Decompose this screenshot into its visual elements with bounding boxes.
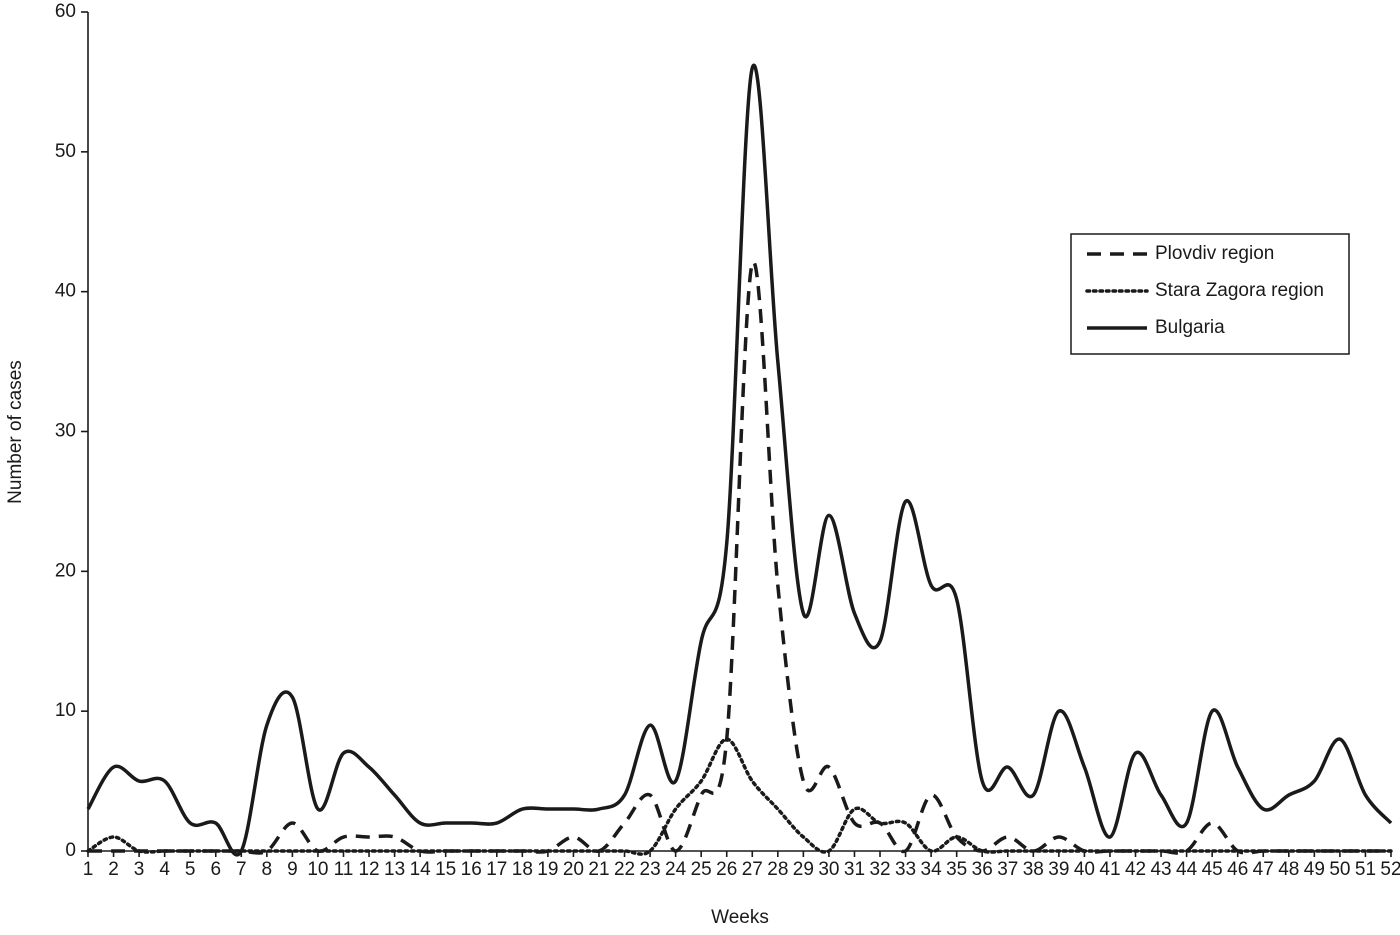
x-tick-label: 31: [844, 859, 865, 880]
x-tick-label: 5: [185, 859, 196, 880]
x-tick-label: 52: [1380, 859, 1400, 880]
x-tick-label: 1: [83, 859, 94, 880]
x-tick-label: 26: [716, 859, 737, 880]
y-tick-label: 60: [55, 1, 76, 22]
x-tick-label: 29: [793, 859, 814, 880]
y-tick-label: 0: [65, 840, 76, 861]
x-tick-label: 36: [972, 859, 993, 880]
x-tick-label: 17: [486, 859, 507, 880]
x-tick-label: 32: [869, 859, 890, 880]
x-tick-label: 13: [384, 859, 405, 880]
x-tick-label: 6: [210, 859, 221, 880]
x-tick-label: 22: [614, 859, 635, 880]
x-tick-label: 46: [1227, 859, 1248, 880]
x-tick-label: 16: [461, 859, 482, 880]
x-tick-label: 11: [334, 859, 354, 880]
x-tick-label: 39: [1048, 859, 1069, 880]
x-tick-label: 27: [742, 859, 763, 880]
x-axis-title: Weeks: [711, 907, 769, 928]
x-tick-label: 25: [691, 859, 712, 880]
x-tick-label: 8: [262, 859, 273, 880]
x-tick-label: 21: [588, 859, 609, 880]
x-tick-label: 28: [767, 859, 788, 880]
x-tick-label: 7: [236, 859, 247, 880]
x-tick-label: 48: [1278, 859, 1299, 880]
x-tick-label: 20: [563, 859, 584, 880]
x-tick-label: 38: [1023, 859, 1044, 880]
x-tick-label: 45: [1202, 859, 1223, 880]
series-line: [86, 737, 1393, 856]
x-tick-label: 33: [895, 859, 916, 880]
x-tick-label: 44: [1176, 859, 1198, 880]
x-tick-label: 30: [818, 859, 839, 880]
x-tick-label: 18: [512, 859, 533, 880]
y-tick-label: 50: [55, 141, 76, 162]
x-tick-label: 41: [1099, 859, 1120, 880]
x-tick-label: 2: [108, 859, 119, 880]
y-axis-title: Number of cases: [5, 360, 26, 504]
x-tick-label: 37: [997, 859, 1018, 880]
x-tick-label: 50: [1329, 859, 1350, 880]
x-tick-label: 15: [435, 859, 456, 880]
x-tick-label: 34: [921, 859, 943, 880]
x-tick-label: 19: [537, 859, 558, 880]
x-tick-label: 12: [358, 859, 379, 880]
legend-label: Bulgaria: [1155, 317, 1225, 338]
y-tick-label: 20: [55, 560, 76, 581]
x-tick-label: 23: [640, 859, 661, 880]
legend-label: Plovdiv region: [1155, 243, 1274, 264]
legend-label: Stara Zagora region: [1155, 280, 1324, 301]
x-tick-label: 47: [1253, 859, 1274, 880]
x-tick-label: 42: [1125, 859, 1146, 880]
x-tick-label: 49: [1304, 859, 1325, 880]
y-tick-label: 10: [55, 700, 76, 721]
x-tick-label: 3: [134, 859, 145, 880]
y-tick-label: 40: [55, 281, 76, 302]
x-tick-label: 51: [1355, 859, 1376, 880]
series-line: [86, 63, 1393, 857]
y-tick-label: 30: [55, 421, 76, 442]
x-tick-label: 24: [665, 859, 687, 880]
x-tick-label: 9: [287, 859, 298, 880]
x-tick-label: 40: [1074, 859, 1095, 880]
x-tick-label: 10: [307, 859, 328, 880]
x-tick-label: 35: [946, 859, 967, 880]
x-tick-label: 43: [1150, 859, 1171, 880]
x-tick-label: 14: [410, 859, 432, 880]
x-tick-label: 4: [159, 859, 170, 880]
